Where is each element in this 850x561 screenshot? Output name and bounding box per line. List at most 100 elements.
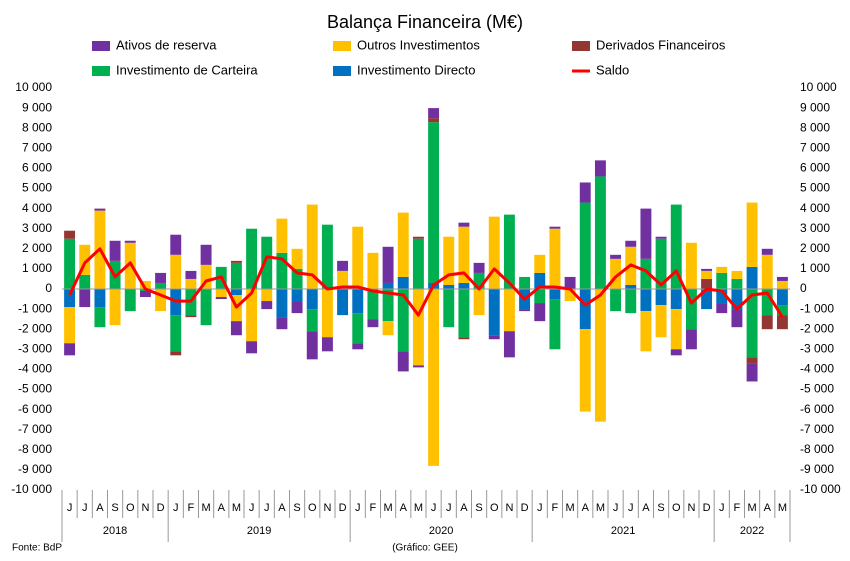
y-tick-label: -2 000 <box>18 321 52 335</box>
year-label: 2022 <box>740 525 764 537</box>
bar <box>397 351 409 372</box>
bar <box>352 226 364 289</box>
bar <box>655 238 667 289</box>
bar <box>746 289 758 358</box>
bar <box>139 280 151 289</box>
bar <box>64 230 76 239</box>
x-tick-label: D <box>703 502 711 514</box>
bar <box>276 289 288 318</box>
x-tick-label: O <box>672 502 681 514</box>
bar <box>109 289 121 326</box>
y-tick-label: 5 000 <box>22 181 52 195</box>
bar <box>291 248 303 269</box>
bar <box>397 212 409 277</box>
bar <box>230 262 242 289</box>
y-tick-label: 10 000 <box>15 80 52 94</box>
bar <box>170 234 182 255</box>
bar <box>685 329 697 350</box>
y2-tick-label: 2 000 <box>800 241 830 255</box>
bar <box>549 226 561 229</box>
bar <box>139 291 151 298</box>
x-tick-label: F <box>188 502 195 514</box>
y-tick-label: -7 000 <box>18 422 52 436</box>
bar <box>367 289 379 320</box>
bar <box>655 236 667 239</box>
y-tick-label: 6 000 <box>22 161 52 175</box>
bar <box>503 289 515 332</box>
bar <box>549 289 561 300</box>
bar <box>428 118 440 123</box>
x-tick-label: O <box>308 502 317 514</box>
x-tick-label: F <box>734 502 741 514</box>
x-tick-label: N <box>141 502 149 514</box>
bar <box>230 321 242 336</box>
bar <box>230 289 242 296</box>
y-tick-label: -4 000 <box>18 362 52 376</box>
x-tick-label: J <box>537 502 543 514</box>
y2-tick-label: -5 000 <box>800 382 834 396</box>
bar <box>185 278 197 289</box>
bar <box>170 351 182 356</box>
bar <box>640 311 652 352</box>
bar <box>155 282 167 289</box>
x-tick-label: M <box>747 502 756 514</box>
bar <box>776 305 788 316</box>
y2-tick-label: 10 000 <box>800 80 837 94</box>
x-tick-label: M <box>201 502 210 514</box>
x-tick-label: J <box>67 502 73 514</box>
x-tick-label: M <box>596 502 605 514</box>
bar <box>473 262 485 273</box>
x-tick-label: A <box>582 502 590 514</box>
x-tick-label: N <box>323 502 331 514</box>
bar <box>94 208 106 211</box>
bar <box>246 289 258 342</box>
bar <box>412 289 424 366</box>
y-tick-label: -1 000 <box>18 301 52 315</box>
bar <box>458 222 470 227</box>
bar <box>776 276 788 281</box>
bar <box>155 289 167 312</box>
bar <box>534 272 546 289</box>
bar <box>519 309 531 312</box>
bar <box>306 309 318 332</box>
bar <box>488 335 500 340</box>
bar <box>64 289 76 308</box>
bar <box>382 321 394 336</box>
bar <box>443 289 455 328</box>
bar <box>79 244 91 275</box>
bar <box>594 160 606 177</box>
bar <box>230 260 242 263</box>
bar <box>670 204 682 289</box>
bar <box>776 315 788 330</box>
bar <box>594 176 606 289</box>
y2-tick-label: 4 000 <box>800 201 830 215</box>
bar <box>716 289 728 304</box>
bar <box>670 309 682 350</box>
bar <box>215 297 227 300</box>
bar <box>412 365 424 368</box>
year-label: 2020 <box>429 525 453 537</box>
x-tick-label: S <box>111 502 118 514</box>
bar <box>458 282 470 289</box>
bar <box>352 313 364 344</box>
bar <box>761 248 773 255</box>
bar <box>746 266 758 289</box>
bar <box>246 228 258 289</box>
bar <box>670 349 682 356</box>
bar <box>579 329 591 412</box>
bar <box>79 289 91 308</box>
bar <box>155 272 167 283</box>
year-label: 2019 <box>247 525 271 537</box>
y2-tick-label: -8 000 <box>800 442 834 456</box>
y-tick-label: -9 000 <box>18 462 52 476</box>
x-tick-label: D <box>157 502 165 514</box>
x-tick-label: A <box>642 502 650 514</box>
bar <box>701 270 713 279</box>
bar <box>746 357 758 364</box>
bar <box>200 244 212 265</box>
bar <box>397 289 409 352</box>
bar <box>625 284 637 289</box>
bar <box>761 254 773 289</box>
x-tick-label: A <box>218 502 226 514</box>
y-tick-label: 4 000 <box>22 201 52 215</box>
